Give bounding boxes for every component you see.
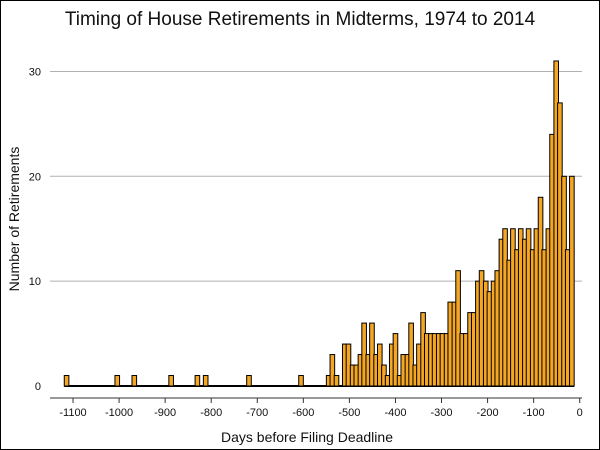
bar-6 bbox=[246, 375, 252, 387]
x-axis: -1100 -1000 -900 -800 -700 -600 -500 -400 -300 -2… bbox=[50, 397, 583, 419]
y-tick-label: 0 bbox=[35, 381, 41, 393]
y-axis-label: Number of Retirements bbox=[6, 147, 22, 292]
bar-0 bbox=[63, 375, 70, 387]
bars bbox=[63, 60, 575, 387]
bar-7 bbox=[298, 375, 304, 387]
bar-4 bbox=[194, 375, 201, 387]
y-tick-label: 30 bbox=[29, 66, 41, 78]
x-tick-label: -700 bbox=[246, 407, 268, 419]
bar-69 bbox=[569, 175, 575, 387]
x-tick-label: -600 bbox=[292, 407, 314, 419]
bar-2 bbox=[131, 375, 138, 387]
bar-10 bbox=[333, 375, 340, 387]
y-axis-ticks: 0 10 20 30 bbox=[29, 66, 41, 393]
x-tick-label: -800 bbox=[200, 407, 222, 419]
x-axis-label: Days before Filing Deadline bbox=[221, 429, 393, 445]
bar-40 bbox=[455, 270, 461, 387]
y-tick-label: 20 bbox=[29, 171, 41, 183]
bar-5 bbox=[202, 375, 209, 387]
bar-3 bbox=[168, 375, 174, 387]
x-tick-label: -300 bbox=[430, 407, 452, 419]
x-tick-label: -1000 bbox=[105, 407, 133, 419]
y-tick-label: 10 bbox=[29, 276, 41, 288]
x-tick-label: -1100 bbox=[59, 407, 86, 419]
x-tick-label: -900 bbox=[154, 407, 176, 419]
bar-24 bbox=[392, 333, 399, 387]
x-tick-label: -500 bbox=[338, 407, 360, 419]
bar-28 bbox=[408, 322, 414, 387]
x-tick-label: -200 bbox=[477, 407, 499, 419]
x-tick-label: 0 bbox=[577, 407, 583, 419]
x-tick-label: -400 bbox=[384, 407, 406, 419]
bar-9 bbox=[329, 354, 336, 387]
chart-title: Timing of House Retirements in Midterms,… bbox=[65, 9, 536, 30]
bar-1 bbox=[114, 375, 121, 387]
x-tick-label: -100 bbox=[523, 407, 545, 419]
